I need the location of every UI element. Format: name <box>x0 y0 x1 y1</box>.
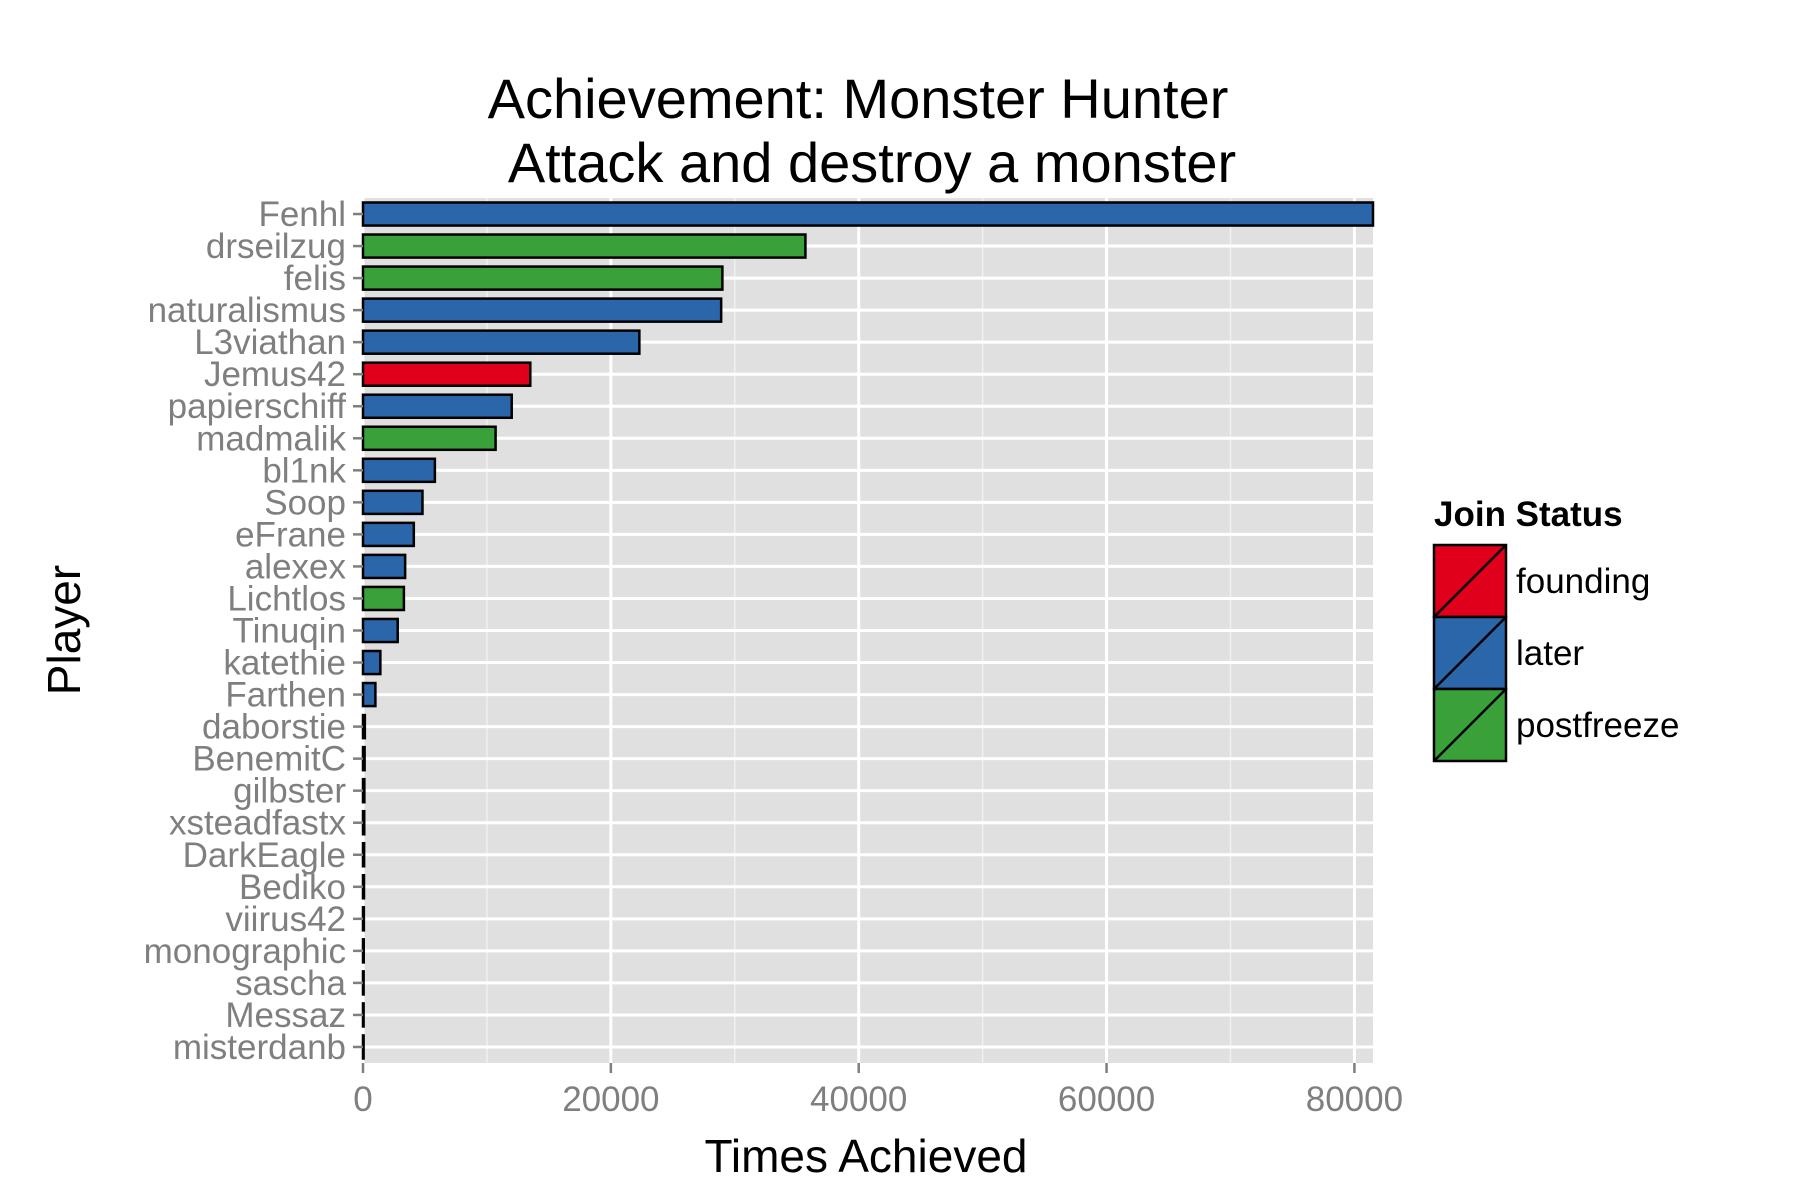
bar-bl1nk <box>361 457 437 484</box>
y-axis: FenhldrseilzugfelisnaturalismusL3viathan… <box>144 195 363 1067</box>
bar-Farthen <box>361 681 377 708</box>
bar-sascha <box>361 970 365 996</box>
bar-Lichtlos <box>361 585 406 612</box>
bar-Soop <box>361 489 424 516</box>
x-axis: 0 20000 40000 60000 80000 <box>353 1063 1403 1119</box>
y-tick-label: felis <box>284 259 346 298</box>
legend-entry-later: later <box>1432 615 1584 691</box>
bar-Fenhl <box>361 201 1375 227</box>
x-axis-title: Times Achieved <box>705 1130 1028 1182</box>
legend-swatch-diagonal <box>1433 544 1507 618</box>
y-tick-label: papierschiff <box>168 387 347 426</box>
y-tick-label: Messaz <box>225 996 346 1035</box>
legend-label-later: later <box>1516 634 1584 673</box>
legend-swatch-diagonal <box>1433 688 1507 762</box>
x-tick-label: 0 <box>353 1080 372 1119</box>
y-tick-label: daborstie <box>202 708 346 747</box>
bar-monographic <box>361 938 365 964</box>
bar-daborstie <box>361 713 367 740</box>
y-tick-label: drseilzug <box>206 227 346 266</box>
legend: Join Status founding later postfreeze <box>1432 495 1679 763</box>
y-tick-label: Fenhl <box>258 195 346 234</box>
y-tick-label: xsteadfastx <box>169 804 347 843</box>
y-tick-label: bl1nk <box>262 451 346 490</box>
x-tick-label: 80000 <box>1306 1080 1403 1119</box>
bar-papierschiff <box>361 393 513 420</box>
bar-misterdanb <box>361 1034 365 1060</box>
y-tick-label: Bediko <box>239 868 346 907</box>
chart-subtitle: Attack and destroy a monster <box>508 131 1236 194</box>
legend-title: Join Status <box>1434 495 1623 534</box>
bar-BenemitC <box>361 745 366 772</box>
bar-Jemus42 <box>361 361 532 387</box>
bar-drseilzug <box>361 233 807 259</box>
y-tick-label: L3viathan <box>194 323 346 362</box>
bar-naturalismus <box>361 297 723 323</box>
bar-alexex <box>361 553 407 580</box>
legend-swatch-diagonal <box>1433 616 1507 690</box>
bar-viirus42 <box>361 906 366 932</box>
y-tick-label: eFrane <box>235 515 346 554</box>
y-tick-label: misterdanb <box>173 1028 346 1067</box>
chart-title: Achievement: Monster Hunter <box>488 67 1229 130</box>
bar-DarkEagle <box>361 841 366 868</box>
bar-Bediko <box>361 874 366 900</box>
y-tick-label: katethie <box>223 644 346 683</box>
y-tick-label: alexex <box>245 547 347 586</box>
y-tick-label: monographic <box>144 932 346 971</box>
bar-xsteadfastx <box>361 809 366 836</box>
legend-entry-postfreeze: postfreeze <box>1432 687 1679 763</box>
bar-madmalik <box>361 425 497 452</box>
bar-katethie <box>361 649 382 676</box>
y-tick-label: BenemitC <box>192 740 346 779</box>
y-tick-label: viirus42 <box>225 900 346 939</box>
x-tick-label: 60000 <box>1058 1080 1155 1119</box>
y-tick-label: madmalik <box>196 419 346 458</box>
y-tick-label: Farthen <box>225 676 346 715</box>
bar-felis <box>361 265 724 291</box>
bar-gilbster <box>361 777 366 804</box>
bar-eFrane <box>361 521 416 548</box>
y-tick-label: sascha <box>235 964 346 1003</box>
legend-label-postfreeze: postfreeze <box>1516 706 1679 745</box>
x-tick-label: 40000 <box>810 1080 907 1119</box>
y-tick-label: DarkEagle <box>183 836 346 875</box>
y-tick-label: Tinuqin <box>233 612 347 651</box>
legend-label-founding: founding <box>1516 562 1650 601</box>
legend-entry-founding: founding <box>1432 543 1650 619</box>
bar-Messaz <box>361 1002 365 1028</box>
y-tick-label: naturalismus <box>148 291 346 330</box>
y-tick-label: Soop <box>264 483 346 522</box>
y-tick-label: gilbster <box>233 772 346 811</box>
bar-L3viathan <box>361 329 641 355</box>
y-axis-title: Player <box>38 565 90 695</box>
y-tick-label: Jemus42 <box>204 355 346 394</box>
bar-Tinuqin <box>361 617 399 644</box>
y-tick-label: Lichtlos <box>227 579 346 618</box>
x-tick-label: 20000 <box>562 1080 659 1119</box>
